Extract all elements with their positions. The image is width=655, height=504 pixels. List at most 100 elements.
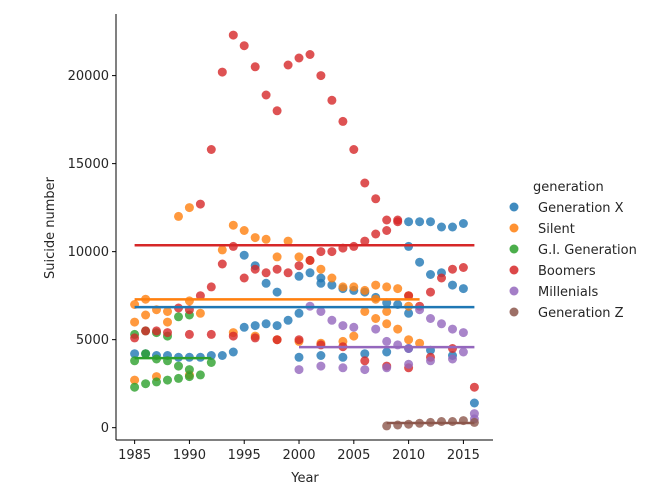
data-point xyxy=(217,245,227,255)
y-axis-label: Suicide number xyxy=(43,176,58,279)
data-point xyxy=(294,261,304,271)
data-point xyxy=(294,365,304,375)
data-point xyxy=(404,335,414,345)
data-point xyxy=(239,250,249,260)
axes-layer xyxy=(115,14,493,441)
legend-label: Generation X xyxy=(538,201,624,216)
data-point xyxy=(206,358,216,367)
data-point xyxy=(261,90,271,100)
data-point xyxy=(184,329,194,339)
data-point xyxy=(217,259,227,269)
data-point xyxy=(163,328,172,338)
data-point xyxy=(382,307,392,316)
legend-marker xyxy=(509,202,519,212)
legend-marker xyxy=(509,286,519,296)
data-point xyxy=(360,236,370,246)
legend-item-g-i-generation: G.I. Generation xyxy=(509,243,637,258)
legend-label: Boomers xyxy=(538,264,596,279)
legend-label: Millenials xyxy=(538,285,598,300)
data-point xyxy=(437,273,446,283)
data-point xyxy=(261,268,271,278)
data-point xyxy=(152,326,161,336)
data-point xyxy=(349,331,359,341)
data-point xyxy=(195,308,205,318)
x-tick-label: 2010 xyxy=(392,448,425,463)
points-layer xyxy=(130,30,479,431)
data-point xyxy=(415,217,425,227)
legend: generation Generation X Silent G.I. Genera… xyxy=(509,180,637,321)
data-point xyxy=(458,263,468,272)
data-point xyxy=(316,361,326,371)
data-point xyxy=(382,319,392,329)
data-point xyxy=(382,226,392,235)
data-point xyxy=(250,333,260,343)
data-point xyxy=(163,307,172,316)
y-tick-label: 5000 xyxy=(76,333,109,348)
data-point xyxy=(195,199,205,209)
x-tick-label: 2000 xyxy=(282,448,315,463)
data-point xyxy=(426,356,435,366)
data-point xyxy=(458,284,468,294)
data-point xyxy=(239,322,249,332)
data-point xyxy=(448,280,457,290)
data-point xyxy=(261,319,271,329)
data-point xyxy=(393,324,403,334)
data-point xyxy=(426,314,435,323)
data-point xyxy=(141,326,151,336)
data-point xyxy=(415,338,425,348)
data-point xyxy=(349,145,359,154)
data-point xyxy=(141,310,151,320)
data-point xyxy=(206,145,216,154)
data-point xyxy=(316,351,326,360)
legend-item-boomers: Boomers xyxy=(509,264,596,279)
fit-lines-layer xyxy=(134,243,475,425)
data-point xyxy=(294,308,304,318)
data-point xyxy=(130,317,140,327)
data-point xyxy=(305,50,315,59)
data-point xyxy=(360,178,370,188)
data-point xyxy=(141,379,151,389)
data-point xyxy=(174,312,183,322)
data-point xyxy=(272,321,282,331)
data-point xyxy=(195,291,205,301)
data-point xyxy=(338,116,348,126)
data-point xyxy=(316,278,326,288)
data-point xyxy=(393,284,403,294)
data-point xyxy=(327,247,337,257)
data-point xyxy=(272,106,282,116)
data-point xyxy=(469,409,479,419)
data-point xyxy=(228,331,238,341)
data-point xyxy=(349,282,359,292)
data-point xyxy=(206,329,216,339)
data-point xyxy=(316,71,326,81)
data-point xyxy=(250,321,260,331)
data-point xyxy=(404,344,414,353)
data-point xyxy=(371,229,381,239)
data-point xyxy=(261,278,271,288)
data-point xyxy=(250,62,260,72)
data-point xyxy=(316,247,326,257)
data-point xyxy=(239,273,249,283)
data-point xyxy=(415,257,425,267)
data-point xyxy=(371,280,381,290)
data-point xyxy=(371,194,381,204)
data-point xyxy=(184,296,194,306)
data-point xyxy=(327,95,337,105)
data-point xyxy=(448,222,457,232)
data-point xyxy=(360,356,370,366)
data-point xyxy=(316,307,326,316)
ticks-layer: 1985 1990 1995 2000 2005 2010 2015 0 5000 10000 15… xyxy=(68,69,480,463)
data-point xyxy=(130,333,140,343)
legend-item-millenials: Millenials xyxy=(509,285,598,300)
data-point xyxy=(382,336,392,346)
data-point xyxy=(404,359,414,369)
data-point xyxy=(458,328,468,338)
data-point xyxy=(426,270,435,279)
data-point xyxy=(426,287,435,297)
data-point xyxy=(228,220,238,230)
x-tick-label: 1985 xyxy=(118,448,151,463)
data-point xyxy=(338,282,348,292)
data-point xyxy=(294,335,304,345)
data-point xyxy=(217,351,227,360)
